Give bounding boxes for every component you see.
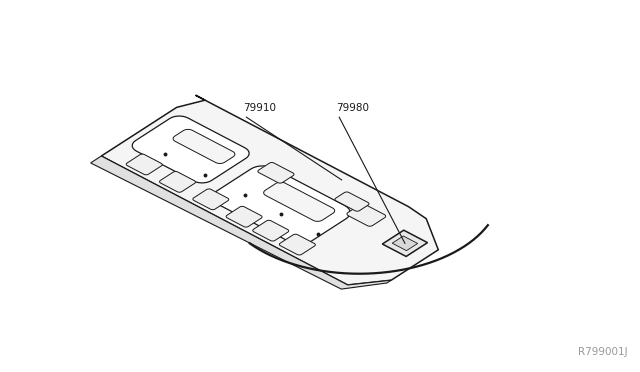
Polygon shape (253, 220, 289, 241)
Polygon shape (132, 116, 249, 183)
Polygon shape (173, 129, 235, 163)
Text: 79980: 79980 (336, 103, 369, 113)
Polygon shape (126, 154, 162, 175)
Polygon shape (193, 189, 228, 210)
Polygon shape (101, 95, 438, 285)
Polygon shape (264, 182, 335, 221)
Polygon shape (335, 192, 369, 211)
Text: R799001J: R799001J (577, 347, 627, 357)
Text: 79910: 79910 (243, 103, 276, 113)
Polygon shape (212, 166, 350, 244)
Polygon shape (347, 204, 386, 226)
Polygon shape (159, 171, 195, 192)
Polygon shape (258, 163, 294, 183)
Polygon shape (382, 230, 428, 256)
Polygon shape (226, 206, 262, 227)
Polygon shape (392, 236, 418, 251)
Polygon shape (91, 156, 391, 289)
Polygon shape (280, 234, 316, 255)
